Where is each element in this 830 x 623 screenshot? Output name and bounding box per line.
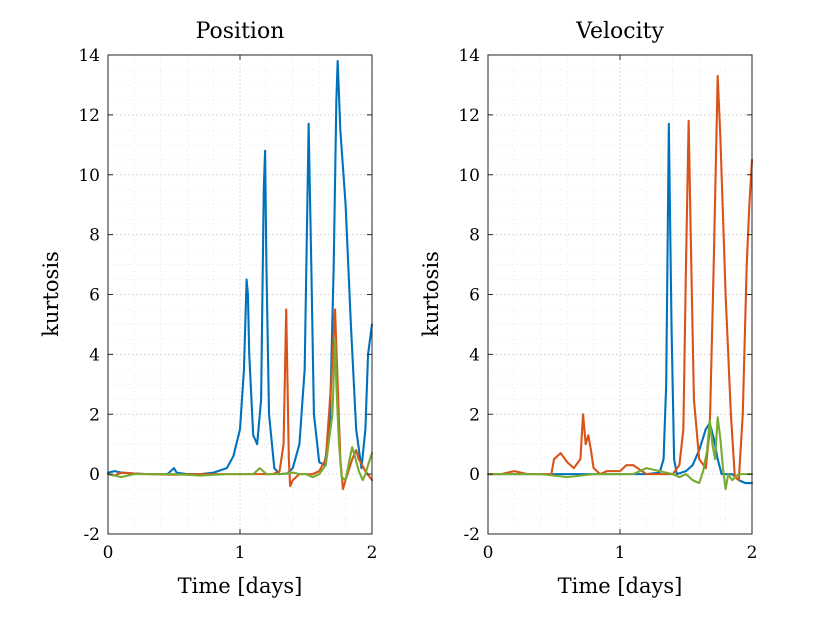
chart-title: Position [196, 19, 285, 44]
y-tick-label: 6 [469, 286, 480, 306]
x-axis-label: Time [days] [178, 574, 303, 598]
y-tick-label: 12 [458, 106, 480, 126]
y-tick-label: 6 [89, 286, 100, 306]
y-axis-label: kurtosis [39, 251, 63, 337]
x-tick-label: 1 [615, 543, 626, 563]
series-group [486, 74, 754, 491]
y-tick-label: 14 [78, 46, 100, 66]
x-axis-label: Time [days] [558, 574, 683, 598]
y-axis-label: kurtosis [419, 251, 443, 337]
x-tick-label: 2 [367, 543, 378, 563]
series-line-green [486, 416, 754, 491]
y-tick-label: 14 [458, 46, 480, 66]
x-tick-label: 0 [103, 543, 114, 563]
series-line-orange [486, 74, 754, 482]
y-tick-label: 0 [469, 465, 480, 485]
y-tick-label: 12 [78, 106, 100, 126]
series-group [106, 59, 374, 491]
chart-title: Velocity [575, 19, 664, 44]
y-tick-label: 2 [89, 405, 100, 425]
y-tick-label: 4 [469, 345, 480, 365]
series-line-green [106, 338, 374, 482]
y-tick-label: 10 [78, 166, 100, 186]
y-tick-label: -2 [463, 525, 480, 545]
x-tick-label: 1 [235, 543, 246, 563]
y-tick-label: 10 [458, 166, 480, 186]
y-tick-label: 8 [469, 226, 480, 246]
y-tick-label: 0 [89, 465, 100, 485]
x-tick-label: 0 [483, 543, 494, 563]
y-tick-label: 8 [89, 226, 100, 246]
x-tick-label: 2 [747, 543, 758, 563]
y-tick-label: 2 [469, 405, 480, 425]
y-tick-label: -2 [83, 525, 100, 545]
y-tick-label: 4 [89, 345, 100, 365]
